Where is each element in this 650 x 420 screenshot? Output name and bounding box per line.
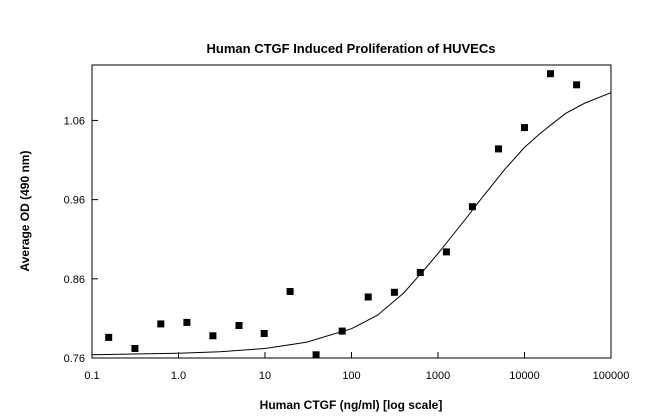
x-tick-label: 100000 [593,370,630,382]
data-point [390,288,398,296]
fit-curve [91,92,612,356]
data-points [105,70,581,359]
data-point [312,351,320,359]
data-point [547,70,554,78]
data-point [235,322,243,329]
x-axis-label: Human CTGF (ng/ml) [log scale] [260,398,443,412]
data-point [105,333,113,341]
data-point [521,124,528,132]
x-tick-label: 1.0 [171,370,186,382]
y-axis: 0.76 0.86 0.96 1.06 [64,115,98,365]
data-point [183,318,191,326]
data-point [573,81,581,89]
data-point [338,327,346,335]
x-tick-label: 100 [342,370,360,382]
data-point [260,330,268,337]
y-tick-label: 0.76 [64,353,85,365]
data-point [416,269,424,276]
data-point [157,320,165,328]
x-tick-label: 10000 [509,370,540,382]
data-point [495,145,502,153]
y-tick-label: 1.06 [64,115,85,127]
x-tick-label: 0.1 [84,370,99,382]
data-point [364,293,372,301]
y-axis-label: Average OD (490 nm) [18,151,32,272]
data-point [209,332,217,340]
x-tick-label: 1000 [426,370,450,382]
data-point [468,203,476,211]
x-axis: 0.1 1.0 10 100 1000 10000 100000 [84,352,629,382]
data-point [131,345,139,352]
y-tick-label: 0.96 [64,195,85,207]
data-point [442,248,450,256]
chart-title: Human CTGF Induced Proliferation of HUVE… [207,41,496,56]
y-tick-label: 0.86 [64,274,85,286]
x-tick-label: 10 [259,370,271,382]
data-point [286,288,294,295]
